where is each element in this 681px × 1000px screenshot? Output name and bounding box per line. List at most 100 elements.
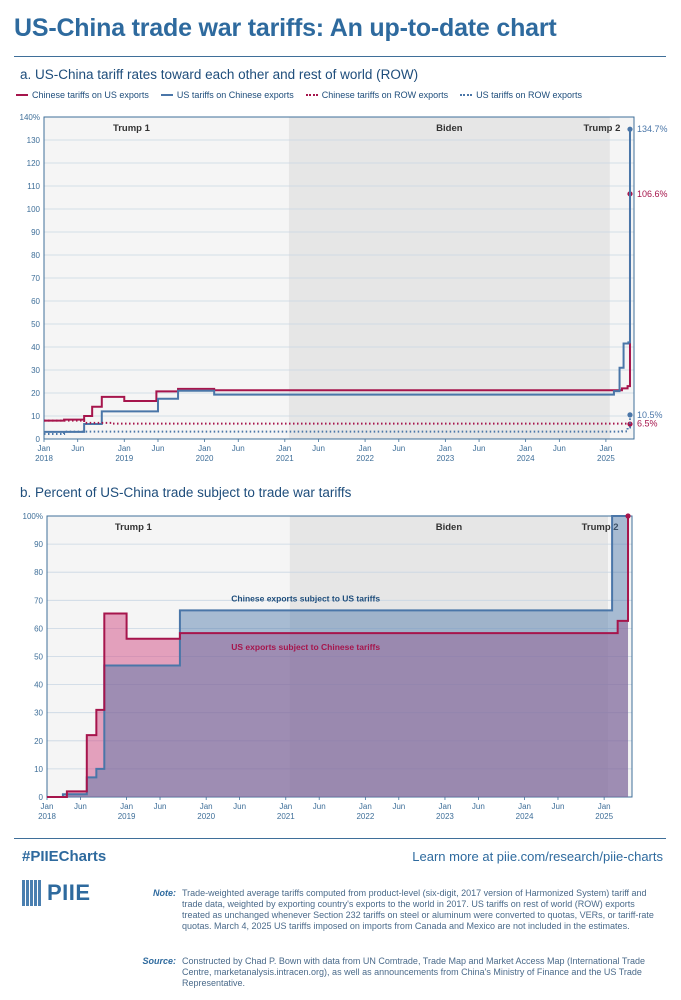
end-value-label: 6.5%: [637, 419, 658, 429]
x-tick-label: Jun: [232, 444, 245, 453]
y-tick-label: 90: [34, 540, 43, 549]
x-tick-label: Jan: [200, 802, 213, 811]
x-tick-label: Jun: [472, 802, 485, 811]
x-tick-year: 2022: [356, 812, 374, 821]
x-tick-label: Jun: [392, 444, 405, 453]
y-tick-label: 10: [31, 412, 40, 421]
x-tick-label: Jun: [473, 444, 486, 453]
x-tick-label: Jan: [279, 802, 292, 811]
x-tick-year: 2025: [595, 812, 613, 821]
x-tick-year: 2019: [115, 454, 133, 463]
x-tick-year: 2018: [38, 812, 56, 821]
y-tick-label: 140%: [20, 113, 40, 122]
source-label: Source:: [142, 956, 176, 966]
y-tick-label: 0: [39, 793, 44, 802]
x-tick-year: 2020: [196, 454, 214, 463]
x-tick-label: Jun: [74, 802, 87, 811]
y-tick-label: 130: [27, 136, 41, 145]
y-tick-label: 80: [34, 568, 43, 577]
x-tick-label: Jun: [313, 802, 326, 811]
x-tick-label: Jun: [233, 802, 246, 811]
x-tick-label: Jun: [553, 444, 566, 453]
period-label: Trump 2: [582, 522, 619, 533]
piie-logo-icon: [22, 880, 41, 906]
x-tick-label: Jan: [41, 802, 54, 811]
panel-a-title: a. US-China tariff rates toward each oth…: [20, 67, 419, 82]
legend-item: US tariffs on ROW exports: [460, 90, 582, 100]
footer-divider: [14, 838, 666, 839]
logo-text: PIIE: [47, 880, 91, 905]
series-line: [44, 193, 631, 422]
x-tick-label: Jan: [519, 444, 532, 453]
x-tick-year: 2020: [197, 812, 215, 821]
y-tick-label: 60: [34, 624, 43, 633]
y-tick-label: 110: [27, 182, 40, 191]
x-tick-label: Jan: [359, 444, 372, 453]
y-tick-label: 60: [31, 297, 40, 306]
series-end-point: [627, 421, 633, 427]
learn-more-link[interactable]: Learn more at piie.com/research/piie-cha…: [412, 849, 663, 864]
page-title: US-China trade war tariffs: An up-to-dat…: [14, 14, 557, 42]
y-tick-label: 100: [27, 205, 41, 214]
x-tick-label: Jun: [392, 802, 405, 811]
area-label-us: US exports subject to Chinese tariffs: [231, 642, 380, 652]
legend-swatch-crimson-dotted: [305, 94, 318, 96]
area-us-exports: [47, 516, 629, 797]
source-text: Constructed by Chad P. Bown with data fr…: [182, 956, 646, 988]
x-tick-year: 2018: [35, 454, 53, 463]
title-divider: [14, 56, 666, 57]
x-tick-label: Jun: [552, 802, 565, 811]
legend-item: US tariffs on Chinese exports: [160, 90, 294, 100]
y-tick-label: 40: [31, 343, 40, 352]
note-block: Note: Trade-weighted average tariffs com…: [124, 888, 664, 932]
x-tick-label: Jan: [278, 444, 291, 453]
x-tick-label: Jan: [518, 802, 531, 811]
panel-b-title: b. Percent of US-China trade subject to …: [20, 485, 352, 500]
series-end-point: [627, 126, 633, 132]
end-value-label: 106.6%: [637, 189, 668, 199]
x-tick-label: Jan: [439, 802, 452, 811]
area-label-chinese: Chinese exports subject to US tariffs: [231, 594, 380, 604]
legend-label: Chinese tariffs on US exports: [32, 90, 149, 100]
y-tick-label: 30: [31, 366, 40, 375]
series-line: [44, 129, 631, 433]
legend-label: US tariffs on Chinese exports: [176, 90, 294, 100]
x-tick-label: Jan: [359, 802, 372, 811]
x-tick-year: 2019: [118, 812, 136, 821]
plot-frame: [43, 116, 635, 440]
legend-swatch-blue-solid: [160, 94, 173, 96]
x-tick-year: 2021: [277, 812, 295, 821]
y-tick-label: 80: [31, 251, 40, 260]
panel-a-legend: Chinese tariffs on US exports US tariffs…: [16, 90, 666, 100]
legend-item: Chinese tariffs on US exports: [16, 90, 149, 100]
x-tick-label: Jan: [38, 444, 51, 453]
line-us-exports: [47, 516, 630, 798]
x-tick-label: Jun: [152, 444, 165, 453]
x-tick-year: 2021: [276, 454, 294, 463]
x-tick-year: 2022: [356, 454, 374, 463]
period-label: Trump 1: [115, 522, 153, 533]
x-tick-year: 2025: [597, 454, 615, 463]
y-tick-label: 50: [31, 320, 40, 329]
chart-a-tariff-rates: 0102030405060708090100110120130140%Jan20…: [20, 113, 668, 463]
x-tick-year: 2023: [436, 812, 454, 821]
y-tick-label: 50: [34, 653, 43, 662]
x-tick-year: 2024: [517, 454, 535, 463]
x-tick-label: Jan: [198, 444, 211, 453]
x-tick-label: Jun: [312, 444, 325, 453]
y-tick-label: 20: [34, 737, 43, 746]
x-tick-year: 2023: [436, 454, 454, 463]
piie-logo: PIIE: [22, 880, 91, 906]
period-label: Trump 1: [113, 123, 151, 134]
period-label: Biden: [436, 123, 463, 134]
series-end-point: [627, 412, 633, 418]
end-value-label: 134.7%: [637, 124, 668, 134]
x-tick-label: Jun: [154, 802, 167, 811]
x-tick-label: Jan: [439, 444, 452, 453]
hashtag: #PIIECharts: [22, 848, 107, 865]
note-text: Trade-weighted average tariffs computed …: [182, 888, 654, 931]
legend-label: Chinese tariffs on ROW exports: [321, 90, 449, 100]
note-label: Note:: [153, 888, 176, 898]
legend-item: Chinese tariffs on ROW exports: [305, 90, 449, 100]
y-tick-label: 30: [34, 709, 43, 718]
